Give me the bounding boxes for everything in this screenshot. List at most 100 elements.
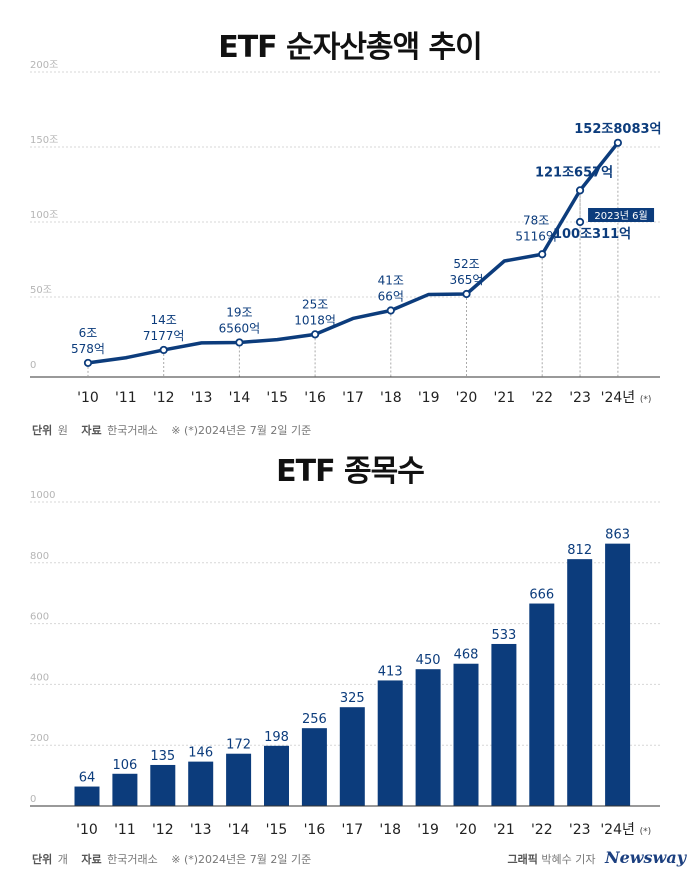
- y-tick-label: 600: [30, 612, 49, 623]
- bar: [112, 773, 138, 806]
- x-suffix-note: (*): [640, 395, 652, 405]
- data-label: 7177억: [143, 329, 185, 343]
- source-value: 한국거래소: [107, 424, 158, 437]
- credit-author: 박혜수 기자: [541, 853, 596, 866]
- bar: [74, 786, 100, 806]
- x-tick-label: '20: [456, 390, 478, 406]
- data-label: 25조: [302, 297, 328, 311]
- y-tick-label: 100조: [30, 210, 58, 221]
- y-tick-label: 200: [30, 733, 49, 744]
- bar-value-label: 64: [79, 771, 96, 786]
- data-label: 41조: [378, 274, 404, 288]
- data-point: [613, 138, 623, 147]
- series-line: [87, 141, 620, 365]
- bar: [529, 603, 555, 806]
- x-tick-label: '24년: [600, 822, 635, 838]
- bar-value-label: 533: [491, 628, 516, 643]
- x-tick-label: '20: [455, 822, 477, 838]
- bar-value-label: 146: [188, 746, 213, 761]
- bar-value-label: 450: [416, 653, 441, 668]
- x-tick-label: '11: [114, 822, 136, 838]
- credit: 그래픽 박혜수 기자 Newsway: [507, 848, 686, 867]
- x-tick-label: '12: [152, 822, 174, 838]
- bar-value-label: 413: [378, 664, 403, 679]
- x-tick-label: '14: [229, 390, 251, 406]
- x-tick-label: '18: [379, 822, 401, 838]
- bar-value-label: 256: [302, 712, 327, 727]
- badge-text: 2023년 6월: [594, 210, 647, 222]
- bar: [264, 745, 289, 806]
- badge-box: [588, 208, 655, 222]
- bar: [301, 728, 327, 806]
- data-point: [462, 289, 471, 299]
- unit-value: 개: [57, 853, 68, 866]
- brand-logo: Newsway: [604, 848, 686, 867]
- bar-value-label: 863: [605, 528, 630, 543]
- x-tick-label: '21: [493, 822, 515, 838]
- unit-label: 단위: [32, 853, 53, 866]
- data-label-2023-june: 100조311억: [553, 227, 631, 242]
- bar: [453, 663, 479, 806]
- etf-count-bar-chart: 0 200 400 600 800 1000 64 106 135 146 172 198 256 325…: [30, 490, 660, 838]
- y-tick-label: 200조: [30, 60, 58, 71]
- data-point: [386, 306, 395, 315]
- x-tick-label: '10: [77, 390, 99, 406]
- x-tick-label: '16: [304, 390, 326, 406]
- x-tick-label: '23: [569, 390, 591, 406]
- data-label: 6조: [79, 326, 98, 340]
- x-tick-label: '14: [228, 822, 250, 838]
- footnote-note: ※ (*)2024년은 7월 2일 기준: [171, 424, 312, 437]
- x-suffix-note: (*): [640, 827, 652, 837]
- bar: [567, 559, 593, 806]
- bar: [415, 669, 441, 806]
- data-label: 5116억: [515, 229, 557, 243]
- data-point: [310, 330, 320, 339]
- data-label: 6560억: [219, 321, 261, 335]
- data-point: [575, 186, 585, 195]
- bar: [491, 643, 517, 806]
- data-point: [235, 338, 244, 347]
- bar-chart-title: ETF 종목수: [276, 454, 425, 489]
- net-asset-line-chart: 0 50조 100조 150조 200조 '10 '11 '12 '13 '14 '15 '16 '17…: [30, 60, 662, 406]
- y-tick-label: 150조: [30, 135, 58, 146]
- data-point: [83, 358, 93, 368]
- y-tick-label: 0: [30, 794, 36, 805]
- source-value: 한국거래소: [107, 853, 158, 866]
- x-tick-label: '19: [417, 822, 439, 838]
- x-tick-label: '22: [531, 390, 553, 406]
- data-label: 365억: [450, 273, 484, 287]
- y-tick-label: 50조: [30, 285, 52, 296]
- x-tick-label: '15: [266, 390, 288, 406]
- x-tick-label: '13: [191, 390, 213, 406]
- x-tick-label: '12: [153, 390, 175, 406]
- source-label: 자료: [81, 424, 102, 437]
- y-tick-label: 800: [30, 551, 49, 562]
- line-chart-title: ETF 순자산총액 추이: [218, 30, 483, 65]
- source-label: 자료: [81, 853, 102, 866]
- unit-value: 원: [57, 424, 68, 437]
- bar-value-label: 106: [112, 758, 137, 773]
- bar-value-label: 135: [150, 749, 175, 764]
- data-label: 19조: [226, 305, 252, 319]
- credit-label: 그래픽: [507, 853, 538, 866]
- data-point: [159, 345, 168, 355]
- bar-value-label: 198: [264, 730, 289, 745]
- x-tick-label: '17: [341, 822, 363, 838]
- bar-value-label: 812: [567, 543, 592, 558]
- y-tick-label: 400: [30, 672, 49, 683]
- bar: [377, 680, 403, 806]
- data-label: 66억: [378, 290, 404, 304]
- bar-chart-footnote: 단위 개 자료 한국거래소 ※ (*)2024년은 7월 2일 기준: [32, 851, 311, 867]
- unit-label: 단위: [32, 424, 53, 437]
- data-label: 121조657억: [535, 165, 613, 180]
- x-tick-label: '19: [418, 390, 440, 406]
- x-tick-label: '23: [569, 822, 591, 838]
- x-tick-label: '13: [190, 822, 212, 838]
- x-tick-label: '24년: [601, 390, 636, 406]
- x-tick-label: '18: [380, 390, 402, 406]
- bar: [605, 543, 631, 806]
- data-label: 1018억: [294, 313, 336, 327]
- y-tick-label: 0: [30, 360, 36, 371]
- bar-value-label: 172: [226, 738, 251, 753]
- bar: [150, 764, 176, 806]
